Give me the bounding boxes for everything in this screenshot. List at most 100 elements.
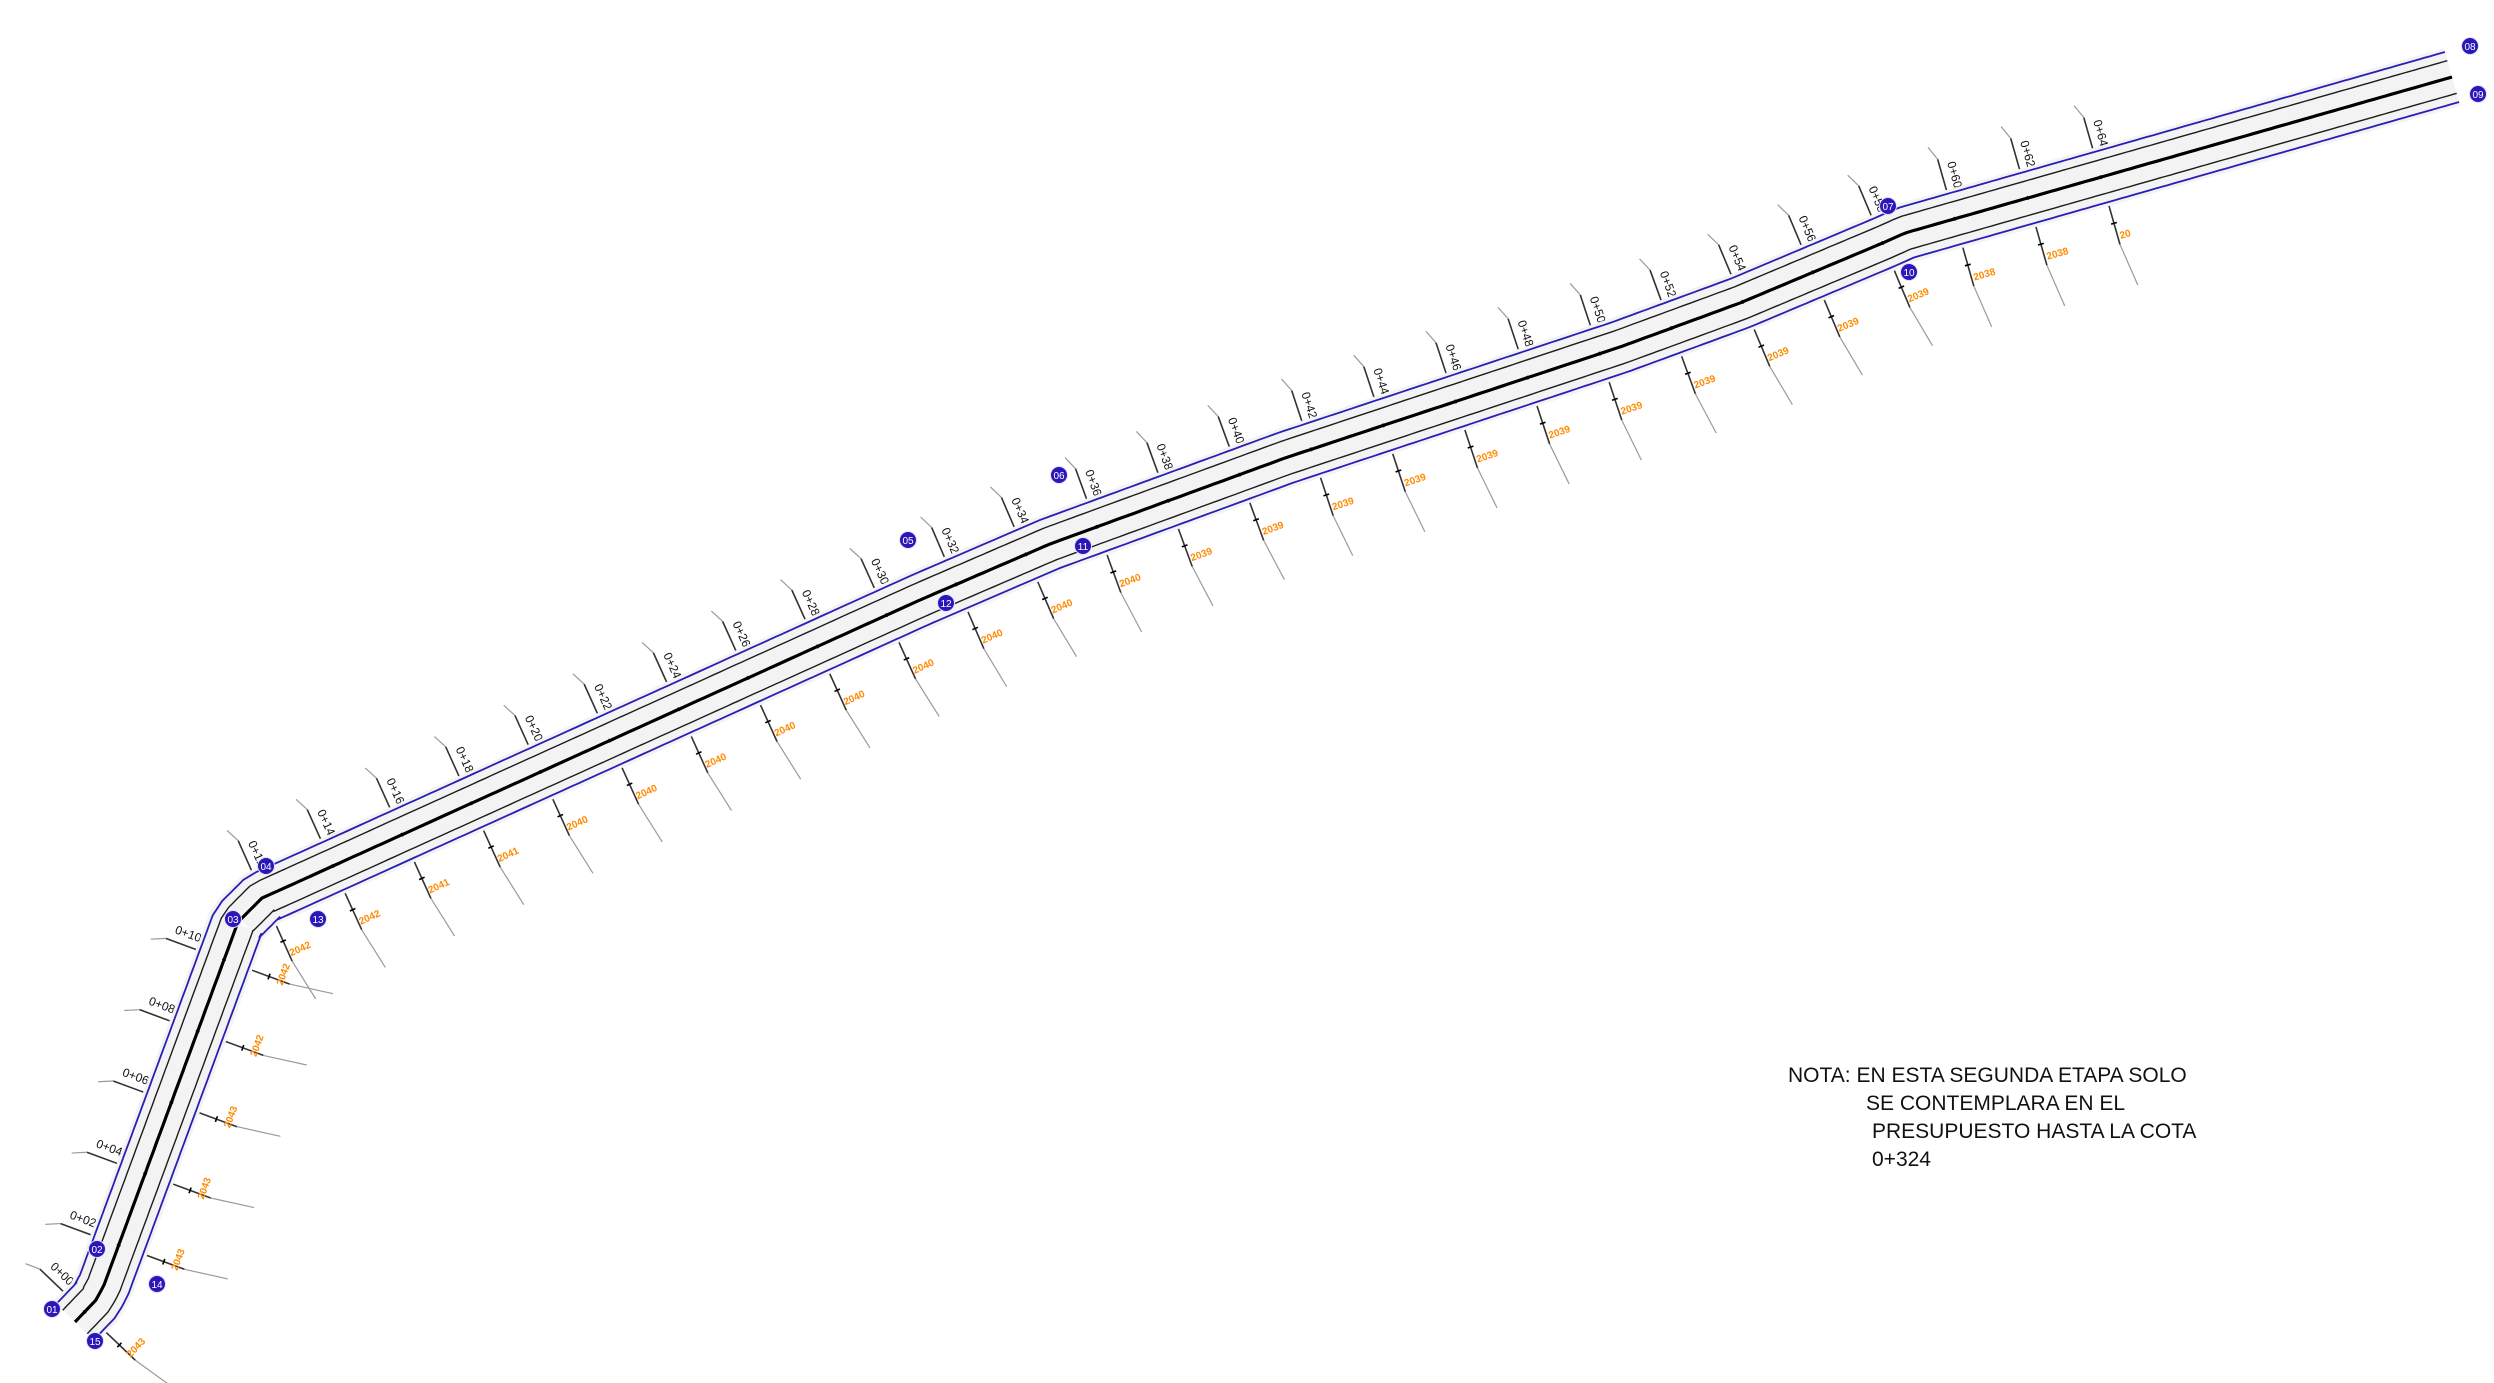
section-tail-right bbox=[1476, 467, 1498, 509]
point-marker bbox=[1879, 197, 1897, 215]
road-alignment bbox=[53, 48, 2461, 1343]
point-label: 02 bbox=[91, 1245, 103, 1256]
section-tick bbox=[1898, 285, 1905, 290]
point-label: 01 bbox=[46, 1305, 58, 1316]
section-tick bbox=[1611, 397, 1618, 401]
note-line-3: PRESUPUESTO HASTA LA COTA bbox=[1872, 1120, 2197, 1143]
section-tick bbox=[764, 719, 772, 724]
point-marker bbox=[2469, 85, 2487, 103]
section-tail-left bbox=[1207, 404, 1219, 417]
elevation-label: 2039 bbox=[1836, 316, 1861, 335]
section-tail-right bbox=[361, 929, 386, 968]
point-label: 12 bbox=[940, 599, 952, 610]
elevation-label: 2043 bbox=[125, 1336, 149, 1360]
section-tail-left bbox=[503, 704, 516, 716]
section-tail-left bbox=[1425, 330, 1437, 344]
point-marker bbox=[309, 910, 327, 928]
section-tail-left bbox=[434, 736, 447, 748]
section-tick bbox=[116, 1342, 123, 1348]
section-tail-left bbox=[364, 767, 377, 779]
section-tail-left bbox=[1847, 174, 1860, 187]
section-tail-right bbox=[845, 709, 871, 749]
elevation-label: 2042 bbox=[249, 1033, 267, 1058]
section-tail-right bbox=[1621, 419, 1642, 461]
budget-note: NOTA: EN ESTA SEGUNDA ETAPA SOLO SE CONT… bbox=[1788, 1062, 2196, 1174]
section-tail-left bbox=[124, 1009, 140, 1012]
centerline bbox=[73, 75, 2453, 1324]
elevation-label: 2039 bbox=[1693, 373, 1718, 391]
elevation-label: 2040 bbox=[565, 814, 590, 833]
point-marker bbox=[899, 531, 917, 549]
section-tick bbox=[1395, 469, 1402, 473]
left-property-line bbox=[55, 51, 2446, 1305]
section-tail-right bbox=[776, 741, 802, 780]
note-line-1: NOTA: EN ESTA SEGUNDA ETAPA SOLO bbox=[1788, 1064, 2187, 1087]
survey-points: 01 02 03 04 05 06 07 08 09 10 11 12 13 14 15 bbox=[43, 37, 2487, 1350]
elevation-label: 2040 bbox=[911, 657, 936, 676]
section-tail-left bbox=[295, 798, 308, 811]
section-tick bbox=[1041, 596, 1049, 601]
point-marker bbox=[86, 1332, 104, 1350]
section-tail-left bbox=[45, 1222, 61, 1225]
survey-point-07: 07 bbox=[1879, 197, 1897, 215]
section-tail-left bbox=[1707, 233, 1720, 246]
elevation-label: 2040 bbox=[980, 627, 1005, 646]
section-tail-left bbox=[1064, 457, 1076, 470]
elevation-label: 2039 bbox=[1475, 448, 1500, 466]
section-tail-right bbox=[289, 983, 334, 995]
section-tail-right bbox=[1332, 515, 1354, 556]
section-tail-left bbox=[1927, 147, 1939, 160]
elevation-label: 2040 bbox=[634, 783, 659, 802]
section-tick bbox=[418, 876, 425, 881]
elevation-label: 2038 bbox=[2045, 246, 2070, 263]
point-label: 06 bbox=[1053, 471, 1065, 482]
section-tail-right bbox=[291, 960, 317, 1000]
section-tick bbox=[1539, 421, 1546, 425]
section-tail-left bbox=[71, 1151, 87, 1154]
elevation-label: 2040 bbox=[842, 689, 867, 708]
section-tail-right bbox=[263, 1054, 307, 1066]
elevation-label: 2039 bbox=[1766, 345, 1791, 364]
section-tail-left bbox=[710, 610, 723, 622]
point-label: 04 bbox=[260, 862, 272, 873]
survey-point-12: 12 bbox=[937, 594, 955, 612]
section-tail-left bbox=[2000, 126, 2012, 139]
section-tail-right bbox=[1549, 443, 1570, 485]
elevation-label: 2040 bbox=[1118, 572, 1143, 590]
section-tick bbox=[903, 656, 910, 661]
survey-point-10: 10 bbox=[1900, 263, 1918, 281]
section-tick bbox=[1467, 445, 1474, 449]
section-tail-right bbox=[915, 678, 940, 717]
point-label: 03 bbox=[227, 915, 239, 926]
elevation-label: 2038 bbox=[1972, 267, 1997, 284]
survey-point-08: 08 bbox=[2461, 37, 2479, 55]
section-tail-right bbox=[1839, 336, 1863, 376]
survey-point-11: 11 bbox=[1074, 537, 1092, 555]
section-tail-right bbox=[184, 1268, 228, 1280]
point-label: 05 bbox=[902, 536, 914, 547]
point-marker bbox=[937, 594, 955, 612]
section-tail-left bbox=[1777, 204, 1790, 216]
section-tail-right bbox=[1191, 566, 1214, 607]
section-tail-left bbox=[780, 579, 793, 591]
section-tail-right bbox=[1120, 592, 1143, 633]
section-tick bbox=[1323, 493, 1330, 497]
section-tail-left bbox=[226, 829, 239, 842]
section-tail-left bbox=[25, 1263, 41, 1270]
section-tick bbox=[280, 939, 287, 944]
elevation-label: 2040 bbox=[704, 751, 729, 770]
section-tick bbox=[1758, 344, 1765, 349]
point-label: 08 bbox=[2464, 42, 2476, 53]
elevation-label: 2042 bbox=[288, 940, 313, 959]
section-tail-right bbox=[134, 1359, 168, 1383]
section-tail-left bbox=[97, 1080, 114, 1083]
point-label: 13 bbox=[312, 915, 324, 926]
section-tick bbox=[488, 845, 495, 850]
section-tail-right bbox=[499, 866, 525, 905]
point-marker bbox=[1900, 263, 1918, 281]
survey-point-14: 14 bbox=[148, 1275, 166, 1293]
section-tail-right bbox=[638, 804, 663, 843]
section-tail-right bbox=[1404, 491, 1426, 533]
elevation-label: 2039 bbox=[1619, 400, 1644, 418]
